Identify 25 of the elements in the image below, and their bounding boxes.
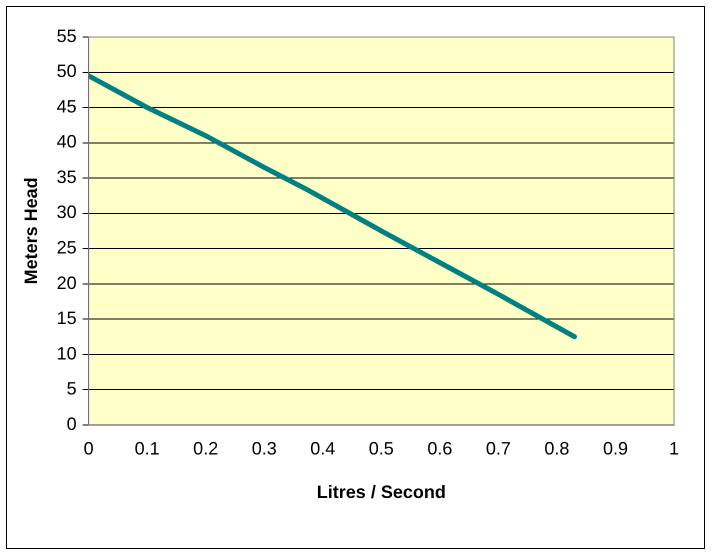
y-tick-label: 15 (56, 308, 77, 328)
x-tick-label: 0.5 (368, 438, 394, 459)
y-tick-label: 50 (56, 61, 77, 82)
y-tick-label: 20 (56, 272, 77, 293)
y-tick-label: 40 (56, 132, 77, 152)
y-axis-title: Meters Head (20, 177, 41, 284)
y-tick-label: 35 (56, 166, 77, 187)
y-tick-label: 25 (56, 237, 77, 258)
x-tick-label: 0.2 (193, 438, 218, 459)
x-tick-label: 1 (668, 438, 680, 459)
x-tick-label: 0.8 (544, 438, 570, 459)
x-tick-label: 0.4 (310, 438, 336, 459)
x-tick-label: 0.7 (486, 438, 511, 459)
y-tick-label: 5 (66, 378, 77, 399)
y-tick-label: 10 (56, 343, 77, 364)
x-tick-label: 0.3 (252, 438, 277, 459)
y-tick-label: 45 (56, 96, 77, 116)
x-tick-label: 0.9 (602, 438, 628, 459)
x-tick-label: 0.6 (427, 438, 452, 459)
x-tick-label: 0 (84, 438, 94, 459)
y-tick-label: 30 (56, 202, 77, 222)
y-tick-label: 55 (56, 26, 77, 46)
x-tick-label: 0.1 (134, 438, 160, 459)
y-tick-label: 0 (66, 414, 77, 434)
x-axis-title: Litres / Second (316, 482, 446, 502)
